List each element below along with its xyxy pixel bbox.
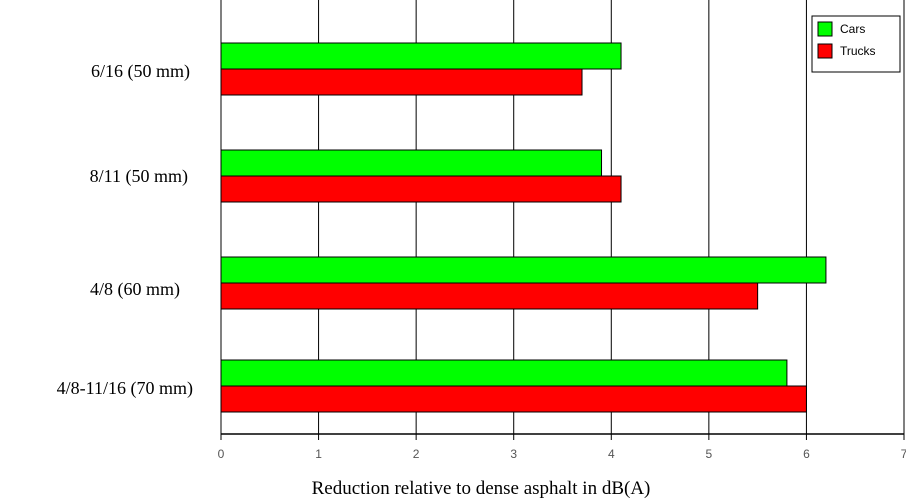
x-tick-label: 5 bbox=[706, 447, 713, 461]
category-label: 6/16 (50 mm) bbox=[91, 61, 190, 82]
x-tick-label: 1 bbox=[315, 447, 322, 461]
bar-cars-1 bbox=[220, 149, 603, 177]
x-tick-label: 0 bbox=[218, 447, 225, 461]
legend-swatch-cars bbox=[817, 21, 833, 37]
x-tick-label: 2 bbox=[413, 447, 420, 461]
x-tick-label: 4 bbox=[608, 447, 615, 461]
bar-cars-3 bbox=[220, 359, 788, 387]
legend-label-cars: Cars bbox=[840, 22, 865, 36]
category-label: 8/11 (50 mm) bbox=[90, 166, 188, 187]
x-tick-label: 3 bbox=[510, 447, 517, 461]
x-axis-title: Reduction relative to dense asphalt in d… bbox=[312, 478, 651, 499]
bar-trucks-0 bbox=[220, 68, 583, 96]
category-label: 4/8-11/16 (70 mm) bbox=[57, 378, 193, 399]
legend: Cars Trucks bbox=[811, 15, 901, 73]
bar-trucks-3 bbox=[220, 385, 807, 413]
bar-trucks-2 bbox=[220, 282, 759, 310]
bar-trucks-1 bbox=[220, 175, 622, 203]
category-labels: 6/16 (50 mm) 8/11 (50 mm) 4/8 (60 mm) 4/8-1… bbox=[57, 61, 193, 399]
legend-swatch-trucks bbox=[817, 43, 833, 59]
x-ticks: 0 1 2 3 4 5 6 7 bbox=[218, 434, 906, 461]
legend-label-trucks: Trucks bbox=[840, 44, 876, 58]
x-tick-label: 6 bbox=[803, 447, 810, 461]
category-label: 4/8 (60 mm) bbox=[90, 279, 180, 300]
x-tick-label: 7 bbox=[901, 447, 906, 461]
bars bbox=[220, 42, 827, 413]
bar-cars-0 bbox=[220, 42, 622, 70]
bar-cars-2 bbox=[220, 256, 827, 284]
